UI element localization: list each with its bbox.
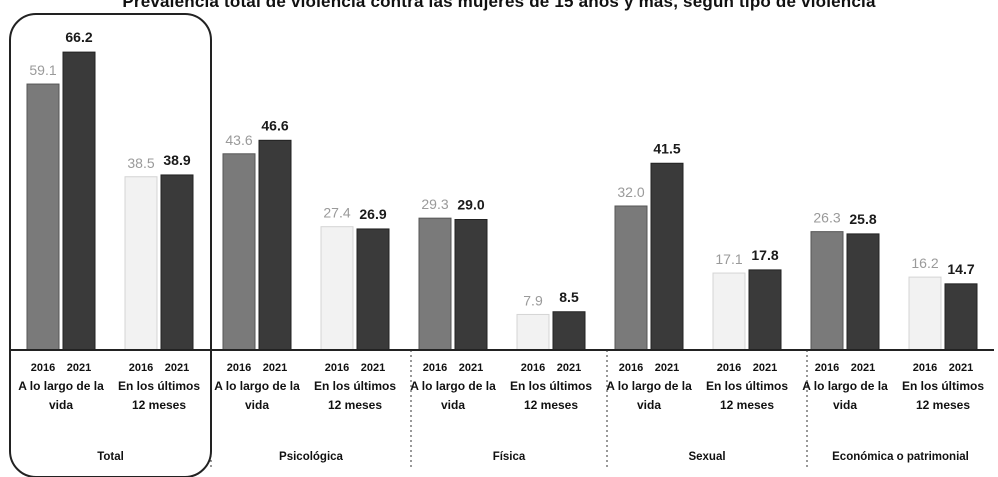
period-label: vida xyxy=(441,398,465,412)
value-label-2021: 17.8 xyxy=(751,247,778,263)
period-label: vida xyxy=(833,398,857,412)
group-label: Psicológica xyxy=(279,451,344,463)
year-label-2016: 2016 xyxy=(31,362,55,374)
year-label-2021: 2021 xyxy=(165,362,189,374)
value-label-2021: 38.9 xyxy=(163,152,190,168)
year-label-2016: 2016 xyxy=(717,362,741,374)
bar-2016 xyxy=(712,272,746,351)
year-label-2021: 2021 xyxy=(851,362,875,374)
bars-layer xyxy=(26,51,978,351)
year-label-2016: 2016 xyxy=(423,362,447,374)
year-label-2021: 2021 xyxy=(753,362,777,374)
year-label-2016: 2016 xyxy=(227,362,251,374)
year-label-2021: 2021 xyxy=(949,362,973,374)
bar-2016 xyxy=(908,276,942,351)
value-label-2016: 38.5 xyxy=(127,155,154,171)
period-label: vida xyxy=(49,398,73,412)
bar-2016 xyxy=(320,226,354,351)
chart-title: Prevalencia total de violencia contra la… xyxy=(122,0,876,11)
period-label: 12 meses xyxy=(132,398,186,412)
bar-2021 xyxy=(356,228,390,351)
period-label: A lo largo de la xyxy=(802,379,888,393)
period-label: 12 meses xyxy=(328,398,382,412)
period-label: A lo largo de la xyxy=(18,379,104,393)
value-label-2021: 14.7 xyxy=(947,261,974,277)
year-label-2021: 2021 xyxy=(655,362,679,374)
bar-2016 xyxy=(614,205,648,351)
value-label-2016: 26.3 xyxy=(813,210,840,226)
value-label-2016: 16.2 xyxy=(911,255,938,271)
year-label-2021: 2021 xyxy=(557,362,581,374)
value-label-2021: 25.8 xyxy=(849,211,876,227)
value-label-2021: 46.6 xyxy=(261,117,288,133)
year-label-2021: 2021 xyxy=(67,362,91,374)
year-label-2016: 2016 xyxy=(521,362,545,374)
group-label: Física xyxy=(493,451,526,463)
value-label-2016: 7.9 xyxy=(523,292,543,308)
period-label: En los últimos xyxy=(314,379,396,393)
period-label: A lo largo de la xyxy=(606,379,692,393)
year-label-2021: 2021 xyxy=(361,362,385,374)
highlight-box-total xyxy=(9,13,212,477)
period-label: 12 meses xyxy=(916,398,970,412)
value-label-2021: 41.5 xyxy=(653,140,680,156)
value-label-2016: 27.4 xyxy=(323,205,350,221)
period-label: vida xyxy=(245,398,269,412)
group-label: Total xyxy=(97,451,124,463)
value-label-2016: 32.0 xyxy=(617,184,644,200)
year-label-2016: 2016 xyxy=(815,362,839,374)
bar-2021 xyxy=(944,283,978,351)
year-label-2016: 2016 xyxy=(619,362,643,374)
value-label-2021: 8.5 xyxy=(559,289,579,305)
value-label-2021: 66.2 xyxy=(65,29,92,45)
bar-2016 xyxy=(26,83,60,351)
bar-2021 xyxy=(160,174,194,351)
bar-2021 xyxy=(846,233,880,351)
year-label-2016: 2016 xyxy=(129,362,153,374)
value-label-2016: 17.1 xyxy=(715,251,742,267)
bar-2016 xyxy=(810,231,844,351)
period-label: A lo largo de la xyxy=(214,379,300,393)
bar-2021 xyxy=(748,269,782,351)
bar-2016 xyxy=(222,153,256,351)
period-label: En los últimos xyxy=(706,379,788,393)
year-label-2021: 2021 xyxy=(459,362,483,374)
bar-2021 xyxy=(258,139,292,351)
year-label-2016: 2016 xyxy=(913,362,937,374)
value-label-2021: 26.9 xyxy=(359,206,386,222)
bar-2016 xyxy=(516,313,550,351)
value-label-2016: 29.3 xyxy=(421,196,448,212)
year-label-2021: 2021 xyxy=(263,362,287,374)
x-axis-labels-layer: 2016 2021 A lo largo de la vida 2016 2021 En l… xyxy=(18,362,984,463)
period-label: vida xyxy=(637,398,661,412)
value-label-2021: 29.0 xyxy=(457,197,484,213)
bar-2016 xyxy=(124,176,158,351)
period-label: En los últimos xyxy=(510,379,592,393)
bar-2021 xyxy=(454,219,488,351)
bar-2016 xyxy=(418,217,452,351)
bar-2021 xyxy=(650,162,684,351)
period-label: 12 meses xyxy=(524,398,578,412)
period-label: En los últimos xyxy=(902,379,984,393)
group-label: Económica o patrimonial xyxy=(832,451,969,463)
bar-2021 xyxy=(62,51,96,351)
value-label-2016: 59.1 xyxy=(29,62,56,78)
year-label-2016: 2016 xyxy=(325,362,349,374)
value-labels-layer: 59.1 66.2 38.5 38.9 43.6 46.6 27.4 26.9 29.3 29.0… xyxy=(29,29,974,308)
period-label: 12 meses xyxy=(720,398,774,412)
period-label: En los últimos xyxy=(118,379,200,393)
group-label: Sexual xyxy=(688,451,725,463)
period-label: A lo largo de la xyxy=(410,379,496,393)
value-label-2016: 43.6 xyxy=(225,132,252,148)
bar-2021 xyxy=(552,311,586,351)
